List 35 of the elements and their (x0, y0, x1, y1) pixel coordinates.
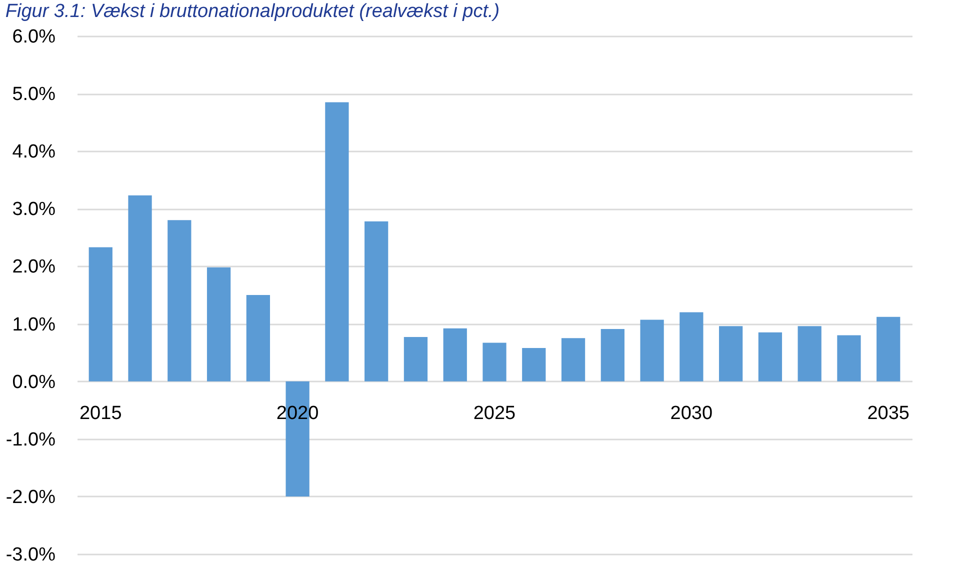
bar (364, 221, 388, 382)
bar (128, 195, 152, 382)
x-tick-label: 2015 (79, 402, 122, 424)
y-tick-label: 6.0% (12, 26, 56, 48)
bar (246, 295, 270, 382)
bar (876, 316, 900, 382)
bar (719, 326, 743, 382)
bar (522, 348, 546, 382)
y-tick-label: 3.0% (12, 199, 56, 220)
y-tick-label: 1.0% (12, 314, 56, 336)
chart-title: Figur 3.1: Vækst i bruttonationalproduktet (realvækst i pct.) (5, 1, 500, 22)
y-tick-label: 2.0% (12, 256, 56, 278)
y-tick-label: -3.0% (6, 544, 56, 566)
bar (561, 338, 586, 382)
bar (798, 326, 822, 382)
y-tick-label: 5.0% (12, 84, 56, 106)
bar (680, 312, 704, 382)
y-tick-label: 4.0% (12, 142, 56, 163)
bar (482, 342, 506, 382)
bar (640, 320, 664, 382)
bar (758, 332, 782, 382)
bar (600, 328, 624, 382)
bar (443, 328, 467, 382)
y-tick-label: -1.0% (6, 429, 56, 450)
bar (404, 337, 428, 382)
bar (88, 247, 112, 382)
x-tick-label: 2030 (670, 402, 713, 424)
x-tick-label: 2025 (473, 402, 516, 424)
bar (206, 267, 231, 382)
y-tick-label: 0.0% (12, 372, 56, 393)
bar (837, 335, 861, 382)
bar (168, 220, 192, 382)
y-tick-label: -2.0% (6, 486, 56, 508)
x-tick-label: 2035 (867, 402, 910, 424)
bar (325, 102, 349, 382)
